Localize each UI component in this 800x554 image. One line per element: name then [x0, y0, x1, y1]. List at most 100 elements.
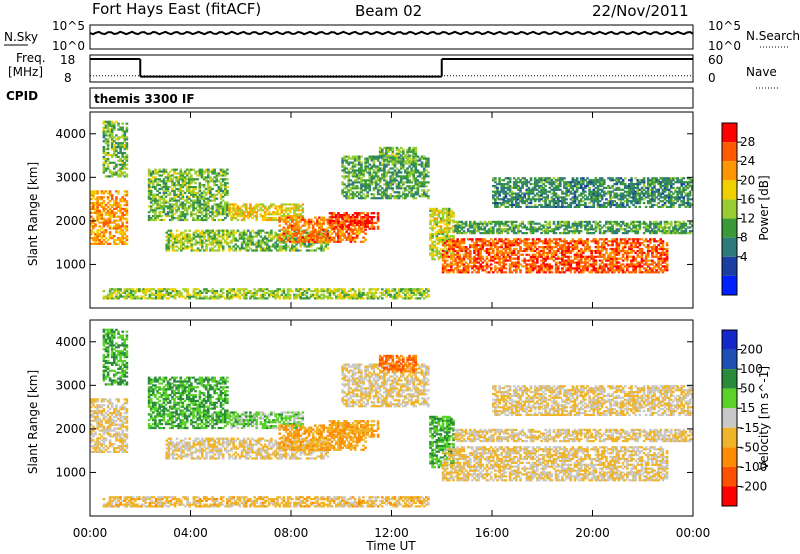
echo-cell — [422, 193, 426, 196]
echo-cell — [190, 213, 193, 216]
echo-cell — [173, 191, 176, 194]
echo-cell — [370, 217, 374, 221]
echo-cell — [113, 215, 116, 218]
echo-cell — [96, 190, 99, 193]
echo-cell — [452, 234, 455, 238]
echo-cell — [121, 153, 124, 157]
echo-cell — [500, 249, 503, 253]
echo-cell — [158, 187, 161, 191]
echo-cell — [119, 175, 122, 178]
echo-cell — [510, 253, 514, 256]
echo-cell — [512, 244, 516, 247]
echo-cell — [113, 211, 116, 214]
echo-cell — [209, 176, 212, 179]
echo-cell — [201, 239, 204, 242]
echo-cell — [538, 240, 541, 243]
echo-cell — [244, 233, 248, 236]
echo-cell — [489, 222, 493, 225]
echo-cell — [515, 224, 518, 227]
echo-cell — [207, 199, 210, 202]
echo-cell — [613, 259, 616, 262]
echo-cell — [238, 207, 242, 210]
echo-cell — [584, 226, 587, 229]
echo-cell — [640, 251, 644, 254]
echo-cell — [626, 251, 629, 254]
echo-cell — [181, 180, 185, 183]
echo-cell — [171, 237, 175, 240]
echo-cell — [168, 203, 172, 206]
echo-cell — [164, 201, 168, 204]
echo-cell — [619, 265, 623, 268]
echo-cell — [366, 191, 369, 194]
echo-cell — [441, 255, 445, 258]
echo-cell — [360, 195, 363, 198]
echo-cell — [603, 263, 606, 266]
echo-cell — [502, 255, 506, 258]
echo-cell — [579, 242, 583, 245]
echo-cell — [263, 249, 267, 252]
echo-cell — [213, 199, 216, 202]
echo-cell — [536, 247, 539, 251]
echo-cell — [559, 244, 562, 247]
echo-cell — [473, 259, 476, 262]
echo-cell — [531, 242, 535, 245]
echo-cell — [458, 220, 462, 223]
echo-cell — [389, 175, 392, 178]
echo-cell — [498, 238, 501, 241]
echo-cell — [483, 249, 487, 253]
echo-cell — [255, 231, 258, 234]
echo-cell — [399, 195, 403, 198]
echo-cell — [609, 247, 612, 251]
echo-cell — [527, 271, 531, 274]
echo-cell — [389, 179, 392, 182]
echo-cell — [397, 161, 401, 164]
echo-cell — [577, 240, 581, 243]
echo-cell — [594, 251, 598, 254]
echo-cell — [355, 177, 359, 180]
echo-cell — [565, 249, 568, 253]
echo-cell — [115, 138, 118, 141]
echo-cell — [113, 124, 116, 127]
echo-cell — [119, 207, 122, 210]
echo-cell — [147, 218, 151, 222]
echo-cell — [110, 122, 114, 125]
echo-cell — [221, 209, 225, 212]
echo-cell — [439, 211, 443, 214]
echo-cell — [479, 232, 482, 235]
echo-cell — [425, 191, 428, 194]
echo-cell — [393, 197, 397, 200]
echo-cell — [211, 170, 214, 173]
echo-cell — [171, 218, 174, 222]
echo-cell — [435, 248, 439, 251]
echo-cell — [228, 249, 231, 252]
echo-cell — [644, 269, 648, 272]
echo-cell — [634, 269, 637, 272]
echo-cell — [399, 157, 403, 160]
echo-cell — [510, 261, 514, 264]
echo-cell — [113, 207, 116, 210]
echo-cell — [445, 244, 449, 247]
echo-cell — [192, 180, 195, 183]
echo-cell — [179, 193, 183, 196]
echo-cell — [297, 224, 300, 227]
echo-cell — [247, 211, 250, 214]
echo-cell — [404, 193, 407, 196]
echo-cell — [556, 255, 560, 258]
echo-cell — [263, 235, 267, 238]
echo-cell — [496, 232, 499, 235]
echo-cell — [259, 243, 263, 246]
echo-cell — [611, 271, 614, 274]
echo-cell — [255, 245, 258, 248]
echo-cell — [450, 209, 453, 212]
freq-tick-low: 8 — [64, 71, 72, 85]
echo-cell — [158, 195, 161, 198]
echo-cell — [268, 235, 271, 238]
echo-cell — [458, 265, 462, 268]
echo-cell — [147, 174, 151, 177]
echo-cell — [649, 267, 652, 270]
echo-cell — [358, 225, 361, 228]
echo-cell — [640, 249, 644, 253]
echo-cell — [90, 242, 93, 245]
echo-cell — [215, 180, 219, 183]
echo-cell — [665, 255, 669, 258]
